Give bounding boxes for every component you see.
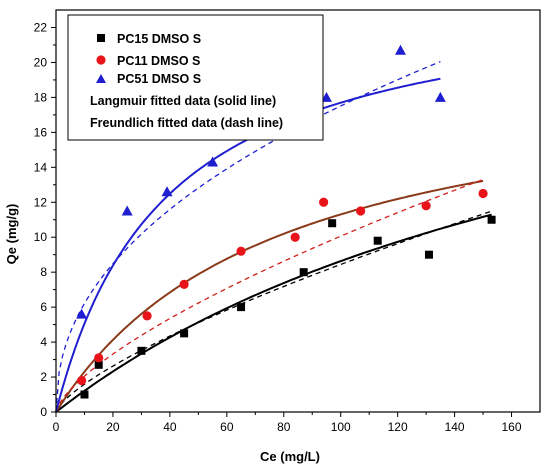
data-point-s1-3 xyxy=(179,279,189,290)
x-tick-label-6: 120 xyxy=(388,420,408,434)
data-point-s1-0 xyxy=(77,375,87,386)
fit-curve-langmuir-0 xyxy=(55,213,492,413)
x-tick-label-2: 40 xyxy=(163,420,177,434)
x-axis-title: Ce (mg/L) xyxy=(260,449,320,464)
data-point-s2-6 xyxy=(320,91,332,102)
data-point-s0-6 xyxy=(328,219,337,228)
data-point-s2-7 xyxy=(394,44,406,55)
data-point-s2-1 xyxy=(121,205,133,216)
data-point-s1-2 xyxy=(142,311,152,321)
legend-box xyxy=(67,14,324,141)
y-tick-label-7: 14 xyxy=(34,160,48,174)
data-point-s0-7 xyxy=(373,236,382,245)
data-point-s0-8 xyxy=(424,250,433,259)
data-point-s1-1 xyxy=(94,353,104,363)
y-tick-label-6: 12 xyxy=(34,195,48,209)
axis-ticks-layer: 0 20 40 60 80 100 120 140 160 0 2 4 6 8 10 12 14 16 18 20 22 xyxy=(34,20,522,434)
plot-frame xyxy=(55,9,541,413)
data-point-s1-6 xyxy=(319,197,329,207)
legend-marker-pc15 xyxy=(97,34,105,42)
data-point-s2-3 xyxy=(207,156,219,167)
data-point-s1-5 xyxy=(290,232,300,242)
y-tick-label-0: 0 xyxy=(40,405,47,419)
x-tick-label-7: 140 xyxy=(445,420,465,434)
y-tick-label-9: 18 xyxy=(34,90,48,104)
x-tick-label-4: 80 xyxy=(277,420,291,434)
fit-curve-freundlich-1 xyxy=(55,210,492,413)
data-point-s1-9 xyxy=(478,188,488,199)
y-tick-label-5: 10 xyxy=(34,230,48,244)
x-tick-label-3: 60 xyxy=(220,420,234,434)
legend: PC15 DMSO S PC11 DMSO S PC51 DMSO S Lang… xyxy=(67,14,324,141)
x-tick-label-8: 160 xyxy=(502,420,522,434)
legend-note-freundlich: Freundlich fitted data (dash line) xyxy=(90,116,283,130)
data-point-s0-5 xyxy=(299,268,308,277)
data-point-s2-2 xyxy=(161,186,173,197)
fit-curve-freundlich-5 xyxy=(55,60,441,413)
data-point-s0-4 xyxy=(237,303,246,312)
data-point-s0-3 xyxy=(180,329,189,338)
y-tick-label-8: 16 xyxy=(34,125,48,139)
y-tick-label-10: 20 xyxy=(34,55,48,69)
data-point-s0-0 xyxy=(80,390,89,399)
y-tick-label-4: 8 xyxy=(40,265,47,279)
legend-label-pc11: PC11 DMSO S xyxy=(117,54,200,68)
data-point-s0-1 xyxy=(94,360,103,369)
x-tick-label-0: 0 xyxy=(53,420,60,434)
data-point-s2-0 xyxy=(76,308,88,319)
y-tick-label-3: 6 xyxy=(40,300,47,314)
fit-curve-langmuir-2 xyxy=(55,179,484,413)
y-tick-label-11: 22 xyxy=(34,20,48,34)
data-point-s1-8 xyxy=(421,201,431,211)
legend-marker-pc11 xyxy=(96,55,106,65)
data-point-s1-4 xyxy=(236,246,246,256)
legend-label-pc51: PC51 DMSO S xyxy=(117,72,201,86)
y-tick-label-2: 4 xyxy=(40,335,47,349)
data-point-s0-2 xyxy=(137,346,146,355)
x-tick-label-1: 20 xyxy=(106,420,120,434)
y-tick-label-1: 2 xyxy=(40,370,47,384)
data-point-s0-9 xyxy=(487,215,496,224)
legend-marker-pc51 xyxy=(96,74,106,83)
data-point-s1-7 xyxy=(356,206,366,216)
data-point-s2-8 xyxy=(434,91,446,102)
x-tick-label-5: 100 xyxy=(331,420,351,434)
legend-note-langmuir: Langmuir fitted data (solid line) xyxy=(90,94,276,108)
fit-curve-freundlich-3 xyxy=(55,178,484,413)
y-axis-title: Qe (mg/g) xyxy=(4,204,19,265)
legend-label-pc15: PC15 DMSO S xyxy=(117,32,201,46)
